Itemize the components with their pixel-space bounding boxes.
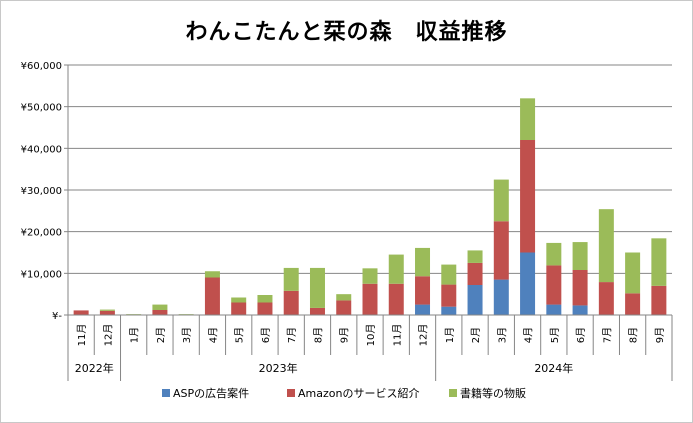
bar-segment-series-3 <box>231 297 247 303</box>
y-tick-label: ¥60,000 <box>21 61 62 72</box>
bar-segment-series-3 <box>467 250 483 263</box>
x-tick-label: 2月 <box>155 327 167 343</box>
legend: ASPの広告案件 Amazonのサービス紹介 書籍等の物販 <box>162 386 526 400</box>
chart-title: わんこたんと栞の森 収益推移 <box>185 20 508 45</box>
x-tick-label: 7月 <box>601 327 613 343</box>
bar-segment-series-1 <box>572 305 588 315</box>
bar-segment-series-2 <box>520 140 536 253</box>
bar-segment-series-3 <box>99 309 115 311</box>
x-tick-label: 6月 <box>575 327 587 343</box>
x-year-label: 2023年 <box>259 361 298 375</box>
bar-segment-series-3 <box>152 304 168 310</box>
bar-segment-series-2 <box>598 282 614 315</box>
x-tick-label: 9月 <box>339 327 351 343</box>
x-tick-label: 4月 <box>523 327 535 343</box>
bar-segment-series-3 <box>625 252 641 294</box>
x-year-label: 2022年 <box>75 361 114 375</box>
bar-segment-series-3 <box>388 254 404 284</box>
bar-segment-series-1 <box>415 304 431 315</box>
bar-segment-series-2 <box>99 310 115 315</box>
bar-segment-series-2 <box>362 283 378 315</box>
bar-segment-series-2 <box>73 310 89 315</box>
bar-segment-series-2 <box>625 293 641 315</box>
bar-segment-series-3 <box>520 98 536 140</box>
bar-segment-series-3 <box>362 268 378 284</box>
bar-segment-series-2 <box>388 283 404 315</box>
legend-swatch <box>287 389 295 397</box>
bar-segment-series-2 <box>336 300 352 315</box>
x-tick-label: 5月 <box>234 327 246 343</box>
y-tick-label: ¥10,000 <box>21 269 62 280</box>
bar-segment-series-3 <box>598 209 614 283</box>
bar-segment-series-2 <box>283 290 299 315</box>
x-year-label: 2024年 <box>534 361 573 375</box>
x-tick-label: 12月 <box>418 324 430 347</box>
bar-segment-series-3 <box>493 179 509 222</box>
x-tick-label: 3月 <box>181 327 193 343</box>
x-tick-label: 1月 <box>444 327 456 343</box>
x-tick-label: 11月 <box>76 324 88 347</box>
x-tick-label: 7月 <box>286 327 298 343</box>
bar-segment-series-2 <box>257 302 273 315</box>
x-tick-label: 5月 <box>549 327 561 343</box>
axes: ¥- ¥10,000 ¥20,000 ¥30,000 ¥40,000 ¥50,000 ¥60… <box>21 61 673 381</box>
bar-segment-series-2 <box>204 277 220 315</box>
bar-segment-series-3 <box>546 242 562 266</box>
bar-segment-series-3 <box>204 271 220 278</box>
bar-segment-series-2 <box>493 221 509 280</box>
bars <box>73 98 667 315</box>
bar-segment-series-1 <box>493 279 509 315</box>
bar-segment-series-3 <box>309 267 325 308</box>
bar-segment-series-3 <box>441 264 457 285</box>
bar-segment-series-2 <box>572 270 588 306</box>
x-tick-label: 11月 <box>391 324 403 347</box>
y-tick-label: ¥40,000 <box>21 144 62 155</box>
legend-label: ASPの広告案件 <box>173 386 249 400</box>
x-tick-label: 9月 <box>654 327 666 343</box>
y-tick-label: ¥50,000 <box>21 103 62 114</box>
bar-segment-series-2 <box>651 285 667 315</box>
bar-segment-series-3 <box>257 295 273 303</box>
x-tick-label: 3月 <box>496 327 508 343</box>
bar-segment-series-3 <box>651 238 667 286</box>
x-tick-label: 12月 <box>102 324 114 347</box>
x-tick-label: 8月 <box>628 327 640 343</box>
bar-segment-series-3 <box>283 267 299 291</box>
legend-swatch <box>449 389 457 397</box>
x-tick-label: 1月 <box>129 327 141 343</box>
bar-segment-series-2 <box>441 284 457 307</box>
legend-label: Amazonのサービス紹介 <box>298 387 419 400</box>
bar-segment-series-3 <box>572 242 588 270</box>
bar-segment-series-3 <box>415 247 431 277</box>
bar-segment-series-1 <box>441 306 457 315</box>
bar-segment-series-3 <box>336 294 352 301</box>
bar-segment-series-2 <box>152 310 168 315</box>
x-tick-label: 8月 <box>312 327 324 343</box>
bar-segment-series-2 <box>415 276 431 305</box>
bar-segment-series-2 <box>309 307 325 315</box>
legend-label: 書籍等の物販 <box>460 386 526 400</box>
y-tick-label: ¥- <box>52 311 62 322</box>
bar-segment-series-2 <box>467 262 483 285</box>
bar-segment-series-1 <box>520 252 536 315</box>
y-tick-label: ¥20,000 <box>21 228 62 239</box>
x-tick-label: 4月 <box>207 327 219 343</box>
bar-segment-series-2 <box>546 265 562 305</box>
x-tick-label: 2月 <box>470 327 482 343</box>
bar-segment-series-1 <box>467 285 483 315</box>
bar-segment-series-2 <box>231 302 247 315</box>
x-tick-label: 6月 <box>260 327 272 343</box>
gridlines <box>68 64 672 274</box>
x-tick-label: 10月 <box>365 324 377 347</box>
legend-swatch <box>162 389 170 397</box>
y-tick-label: ¥30,000 <box>21 186 62 197</box>
bar-segment-series-1 <box>546 304 562 315</box>
